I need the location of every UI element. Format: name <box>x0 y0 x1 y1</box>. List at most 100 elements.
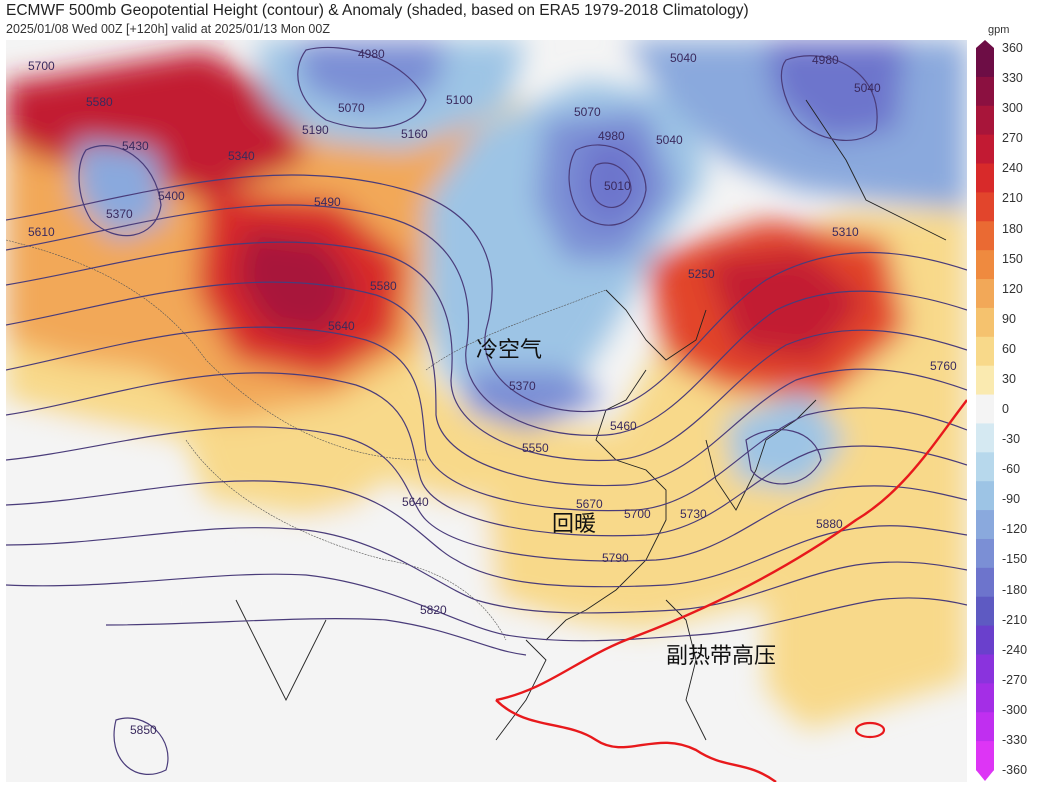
colorbar-tick-label: 30 <box>1002 371 1016 386</box>
contour-label: 4980 <box>598 129 625 143</box>
contour-label: 5040 <box>854 81 881 95</box>
contour-label: 5460 <box>610 419 637 433</box>
contour-label: 5490 <box>314 195 341 209</box>
colorbar-segment <box>976 279 994 309</box>
contour-label: 5160 <box>401 127 428 141</box>
colorbar-segment <box>976 712 994 742</box>
colorbar-segment <box>976 250 994 280</box>
contour-label: 5760 <box>930 359 957 373</box>
colorbar-tick-label: -60 <box>1002 462 1021 477</box>
colorbar-segment <box>976 741 994 771</box>
colorbar-tick-label: 300 <box>1002 101 1023 116</box>
colorbar-segment <box>976 452 994 482</box>
contour-label: 5190 <box>302 123 329 137</box>
contour-label: 5010 <box>604 179 631 193</box>
contour-label: 5700 <box>624 507 651 521</box>
contour-label: 5400 <box>158 189 185 203</box>
contour-5880 <box>495 399 967 702</box>
contour-label: 5850 <box>130 723 157 737</box>
contour-label: 5100 <box>446 93 473 107</box>
contour-label: 5790 <box>602 551 629 565</box>
colorbar-tick-label: -300 <box>1002 702 1028 717</box>
colorbar-segment <box>976 76 994 107</box>
contour-label: 5730 <box>680 507 707 521</box>
colorbar-tick-label: -30 <box>1002 432 1021 447</box>
contour-label: 5610 <box>28 225 55 239</box>
contour-label: 5580 <box>370 279 397 293</box>
colorbar-segment <box>976 134 994 165</box>
colorbar-tick-label: -270 <box>1002 672 1028 687</box>
contour-label: 5640 <box>328 319 355 333</box>
colorbar-segment <box>976 596 994 627</box>
contour-label: 4980 <box>358 47 385 61</box>
colorbar-segment <box>976 481 994 511</box>
colorbar-tick-label: 180 <box>1002 221 1023 236</box>
colorbar-segment <box>976 48 994 78</box>
contour-label: 5430 <box>122 139 149 153</box>
contour-label: 4980 <box>812 53 839 67</box>
contour-label: 5820 <box>420 603 447 617</box>
colorbar-segment <box>976 683 994 713</box>
colorbar-segment <box>976 394 994 424</box>
colorbar-tick-label: -240 <box>1002 642 1028 657</box>
colorbar-tick-label: 90 <box>1002 311 1016 326</box>
contour-label: 5040 <box>656 133 683 147</box>
colorbar-segment <box>976 163 994 193</box>
colorbar-tick-label: 330 <box>1002 71 1023 86</box>
colorbar-segment <box>976 538 994 569</box>
contour-label: 5070 <box>574 105 601 119</box>
contour-label: 5040 <box>670 51 697 65</box>
colorbar-tick-label: 60 <box>1002 341 1016 356</box>
colorbar-segment <box>976 365 994 396</box>
anomaly-map: 5700 4980 5070 5100 5160 5190 5580 5430 … <box>6 40 967 782</box>
colorbar-tick-label: 240 <box>1002 161 1023 176</box>
contour-label: 5310 <box>832 225 859 239</box>
colorbar-tick-label: 270 <box>1002 131 1023 146</box>
colorbar-bottom-arrow <box>976 770 994 781</box>
annotation-subtropical-high: 副热带高压 <box>666 644 777 669</box>
colorbar-tick-label: -330 <box>1002 732 1028 747</box>
colorbar-segment <box>976 336 994 367</box>
contour-label: 5070 <box>338 101 365 115</box>
colorbar-tick-label: -90 <box>1002 492 1021 507</box>
contour-label: 5700 <box>28 59 55 73</box>
contour-label: 5670 <box>576 497 603 511</box>
contour-5880-south <box>495 699 777 782</box>
colorbar-segment <box>976 105 994 136</box>
colorbar-tick-label: -180 <box>1002 582 1028 597</box>
colorbar-segment <box>976 625 994 655</box>
colorbar-tick-label: 150 <box>1002 251 1023 266</box>
contour-label: 5550 <box>522 441 549 455</box>
colorbar-unit: gpm <box>988 24 1010 36</box>
contour-5880-islet <box>854 721 886 739</box>
colorbar-segment <box>976 307 994 338</box>
contour-labels: 5700 4980 5070 5100 5160 5190 5580 5430 … <box>28 47 957 737</box>
annotation-cold-air: 冷空气 <box>476 338 543 363</box>
colorbar-segment <box>976 221 994 251</box>
colorbar-segment <box>976 423 994 453</box>
colorbar-tick-label: -150 <box>1002 552 1028 567</box>
colorbar-tick-label: -360 <box>1002 763 1028 777</box>
contour-label: 5640 <box>402 495 429 509</box>
map-title: ECMWF 500mb Geopotential Height (contour… <box>6 2 749 19</box>
colorbar-segment <box>976 510 994 540</box>
contour-label: 5250 <box>688 267 715 281</box>
colorbar-top-arrow <box>976 40 994 48</box>
contour-label: 5340 <box>228 149 255 163</box>
contour-label: 5580 <box>86 95 113 109</box>
colorbar-tick-label: 0 <box>1002 402 1009 416</box>
contour-label-5880: 5880 <box>816 517 843 531</box>
contour-label: 5370 <box>509 379 536 393</box>
colorbar-tick-label: -120 <box>1002 522 1028 537</box>
colorbar-segment <box>976 567 994 598</box>
colorbar-segment <box>976 192 994 222</box>
height-contours <box>6 46 967 775</box>
map-canvas: 5700 4980 5070 5100 5160 5190 5580 5430 … <box>6 40 967 782</box>
map-subtitle: 2025/01/08 Wed 00Z [+120h] valid at 2025… <box>6 22 330 36</box>
anomaly-shading <box>6 40 967 782</box>
colorbar-tick-label: 120 <box>1002 281 1023 296</box>
colorbar-tick-label: 210 <box>1002 191 1023 206</box>
contour-label: 5370 <box>106 207 133 221</box>
colorbar <box>976 40 994 781</box>
borders <box>6 239 607 641</box>
